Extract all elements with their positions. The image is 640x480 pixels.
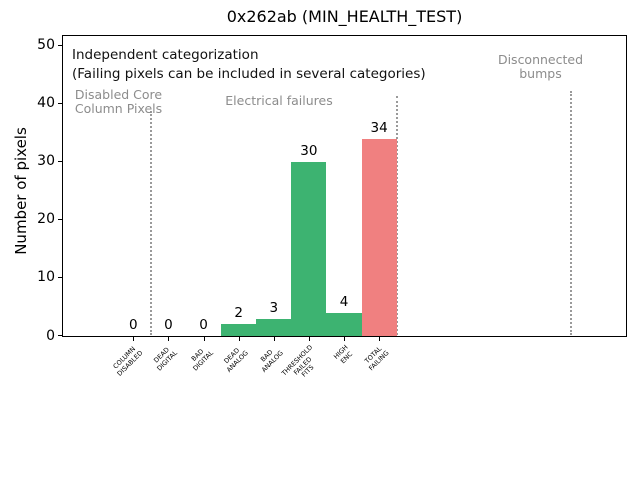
annotation-disabled-core-column-pixels: Disabled Core Column Pixels	[74, 87, 163, 116]
bar-high-enc	[326, 312, 362, 336]
y-tick-mark	[58, 276, 62, 278]
y-tick-label: 10	[37, 269, 55, 286]
x-tick-label: DEAD DIGITAL	[152, 345, 180, 372]
y-tick-mark	[58, 160, 62, 162]
bar-value-label: 0	[199, 317, 208, 333]
y-tick-label: 30	[37, 153, 55, 170]
bar-value-label: 0	[164, 317, 173, 333]
bar-value-label: 34	[370, 119, 388, 136]
y-tick-label: 50	[37, 37, 55, 54]
bar-value-label: 3	[269, 299, 279, 316]
y-tick-label: 0	[46, 327, 55, 344]
category-separator-line	[569, 91, 572, 335]
x-tick-label: BAD DIGITAL	[189, 346, 215, 372]
annotation-independent-categorization: Independent categorization	[72, 47, 259, 63]
bar-value-label: 30	[300, 142, 318, 159]
category-separator-line	[395, 96, 398, 335]
x-tick-mark	[133, 337, 135, 341]
x-tick-label: DEAD ANALOG	[222, 345, 250, 374]
y-tick-mark	[58, 102, 62, 104]
plot-area: 0 0 0 2 3 30 4 34 Independent categorization (F…	[62, 35, 627, 337]
annotation-electrical-failures: Electrical failures	[225, 93, 333, 108]
annotation-failing-pixels-note: (Failing pixels can be included in sever…	[72, 66, 426, 82]
bar-bad-analog	[256, 318, 292, 336]
y-tick-mark	[58, 44, 62, 46]
x-tick-label: HIGH ENC	[331, 342, 354, 365]
y-axis-title: Number of pixels	[12, 127, 30, 255]
x-tick-mark	[308, 337, 310, 341]
y-tick-mark	[58, 218, 62, 220]
category-separator-line	[149, 111, 152, 335]
bar-threshold-failed-fits	[291, 161, 327, 336]
x-tick-label: BAD ANALOG	[258, 347, 285, 374]
x-tick-label: TOTAL FAILING	[362, 344, 390, 372]
x-tick-label: COLUMN DISABLED	[111, 344, 145, 377]
x-tick-mark	[203, 337, 205, 341]
x-tick-mark	[379, 337, 381, 341]
bar-value-label: 4	[339, 293, 349, 310]
x-tick-mark	[238, 337, 240, 341]
chart-title: 0x262ab (MIN_HEALTH_TEST)	[226, 7, 463, 26]
x-tick-mark	[273, 337, 275, 341]
bar-total-failing	[361, 138, 397, 336]
bar-value-label: 0	[128, 317, 138, 333]
annotation-disconnected-bumps: Disconnected bumps	[497, 52, 584, 81]
y-tick-label: 20	[37, 211, 55, 228]
x-tick-mark	[168, 337, 170, 341]
y-tick-mark	[58, 335, 62, 336]
y-tick-label: 40	[37, 95, 55, 112]
bar-value-label: 2	[234, 305, 243, 322]
bar-dead-analog	[221, 324, 257, 336]
x-tick-mark	[344, 337, 345, 341]
x-tick-label: THRESHOLD FAILED FITS	[280, 342, 316, 379]
